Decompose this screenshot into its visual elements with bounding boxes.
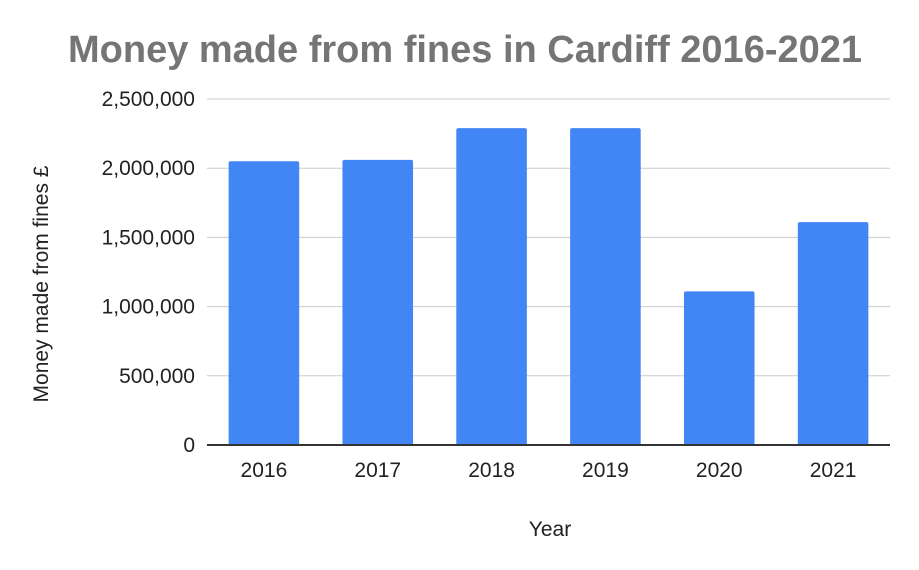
x-axis-ticks: 2016 2017 2018 2019 2020 2021	[241, 459, 857, 482]
y-tick-label: 500,000	[119, 365, 195, 388]
y-axis-label: Money made from fines £	[30, 165, 53, 402]
bar-2018	[456, 128, 527, 445]
x-tick-label-2018: 2018	[468, 459, 515, 482]
bar-2016	[228, 161, 300, 445]
y-axis-ticks: 0 500,000 1,000,000 1,500,000 2,000,000 2,500…	[102, 88, 195, 457]
y-tick-label: 1,000,000	[102, 296, 195, 319]
gridlines	[207, 98, 890, 377]
x-tick-label-2020: 2020	[696, 459, 743, 482]
y-tick-label: 2,000,000	[102, 157, 195, 180]
x-axis-label: Year	[529, 518, 571, 541]
y-tick-label: 1,500,000	[102, 226, 195, 249]
chart-title: Money made from fines in Cardiff 2016-20…	[68, 29, 862, 71]
x-tick-label-2017: 2017	[354, 459, 401, 482]
bar-2019	[570, 128, 641, 445]
y-tick-label: 0	[183, 434, 195, 457]
bar-2017	[342, 159, 414, 445]
x-tick-label-2019: 2019	[582, 459, 629, 482]
x-tick-label-2021: 2021	[810, 459, 857, 482]
y-tick-label: 2,500,000	[102, 88, 195, 111]
bar-2020	[683, 291, 755, 445]
bar-2021	[797, 222, 869, 445]
x-tick-label-2016: 2016	[241, 459, 288, 482]
bars	[228, 128, 869, 445]
